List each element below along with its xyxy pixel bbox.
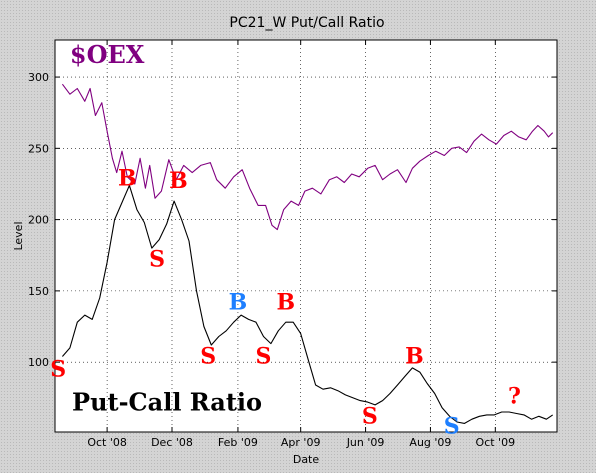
signal-annotations: S B S B S B S B S B S?	[50, 165, 521, 439]
signal-annotation: S	[149, 247, 165, 273]
x-tick-label: Feb '09	[218, 436, 258, 449]
signal-annotation: B	[405, 344, 424, 370]
signal-annotation: S	[444, 413, 460, 439]
y-axis-label: Level	[12, 221, 25, 250]
y-tick-label: 150	[28, 285, 49, 298]
x-tick-label: Aug '09	[409, 436, 451, 449]
series-labels: $OEX Put-Call Ratio	[70, 40, 262, 417]
oex-line	[61, 83, 554, 231]
y-axis: 100 150 200 250 300	[28, 71, 557, 369]
series-lines	[61, 83, 554, 424]
signal-annotation: ?	[508, 383, 521, 409]
signal-annotation: S	[200, 344, 216, 370]
x-tick-label: Apr '09	[281, 436, 321, 449]
signal-annotation: S	[362, 403, 378, 429]
y-tick-label: 250	[28, 142, 49, 155]
signal-annotation: B	[169, 168, 188, 194]
y-tick-label: 100	[28, 356, 49, 369]
chart-title: PC21_W Put/Call Ratio	[229, 15, 384, 31]
y-tick-label: 200	[28, 214, 49, 227]
signal-annotation: S	[256, 344, 272, 370]
x-axis-label: Date	[293, 453, 320, 466]
x-tick-label: Oct '09	[476, 436, 516, 449]
plot-area	[54, 39, 558, 433]
signal-annotation: B	[229, 289, 248, 315]
x-tick-label: Dec '08	[151, 436, 193, 449]
x-tick-label: Oct '08	[87, 436, 127, 449]
oex-label: $OEX	[70, 40, 145, 69]
signal-annotation: B	[276, 289, 295, 315]
grid	[55, 40, 557, 432]
x-axis: Oct '08 Dec '08 Feb '09 Apr '09 Jun '09 Aug '…	[87, 40, 515, 449]
y-tick-label: 300	[28, 71, 49, 84]
x-tick-label: Jun '09	[346, 436, 385, 449]
signal-annotation: B	[118, 165, 137, 191]
put-call-ratio-label: Put-Call Ratio	[72, 388, 262, 417]
signal-annotation: S	[50, 356, 66, 382]
put-call-ratio-line	[61, 184, 554, 424]
